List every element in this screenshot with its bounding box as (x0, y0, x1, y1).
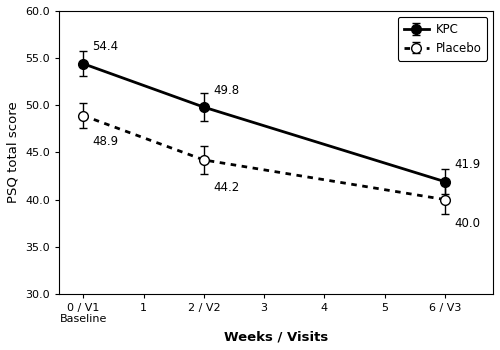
Text: 41.9: 41.9 (454, 158, 480, 171)
Text: 48.9: 48.9 (92, 135, 118, 148)
Y-axis label: PSQ total score: PSQ total score (7, 102, 20, 203)
Legend: KPC, Placebo: KPC, Placebo (398, 17, 487, 61)
Text: 54.4: 54.4 (92, 40, 118, 54)
Text: 49.8: 49.8 (213, 84, 239, 97)
Text: 44.2: 44.2 (213, 181, 239, 194)
X-axis label: Weeks / Visits: Weeks / Visits (224, 330, 328, 343)
Text: 40.0: 40.0 (454, 217, 480, 231)
